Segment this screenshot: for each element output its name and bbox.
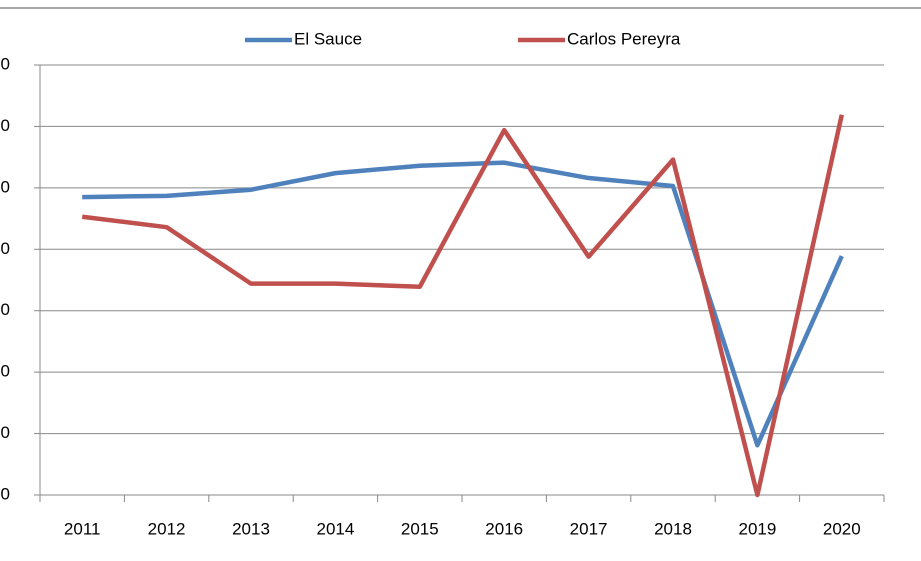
line-series xyxy=(81,114,844,498)
x-tick-label: 2012 xyxy=(148,519,186,538)
x-tick-label: 2020 xyxy=(823,519,861,538)
line-series xyxy=(82,160,844,448)
y-tick-label: 40 xyxy=(0,239,10,258)
y-tick-label: 70 xyxy=(0,54,10,73)
x-tick-label: 2018 xyxy=(654,519,692,538)
x-tick-label: 2016 xyxy=(485,519,523,538)
x-tick-label: 2011 xyxy=(64,519,101,538)
y-tick-label: 10 xyxy=(0,423,10,442)
x-tick-label: 2019 xyxy=(738,519,776,538)
legend-label: Carlos Pereyra xyxy=(567,29,681,48)
x-tick-label: 2015 xyxy=(401,519,439,538)
x-tick-label: 2014 xyxy=(316,519,354,538)
y-tick-label: 60 xyxy=(0,116,10,135)
legend-label: El Sauce xyxy=(294,29,362,48)
x-tick-label: 2017 xyxy=(570,519,608,538)
y-tick-label: 20 xyxy=(0,362,10,381)
y-tick-label: 0 xyxy=(1,484,10,503)
y-tick-label: 30 xyxy=(0,300,10,319)
y-tick-label: 50 xyxy=(0,177,10,196)
x-tick-label: 2013 xyxy=(232,519,270,538)
